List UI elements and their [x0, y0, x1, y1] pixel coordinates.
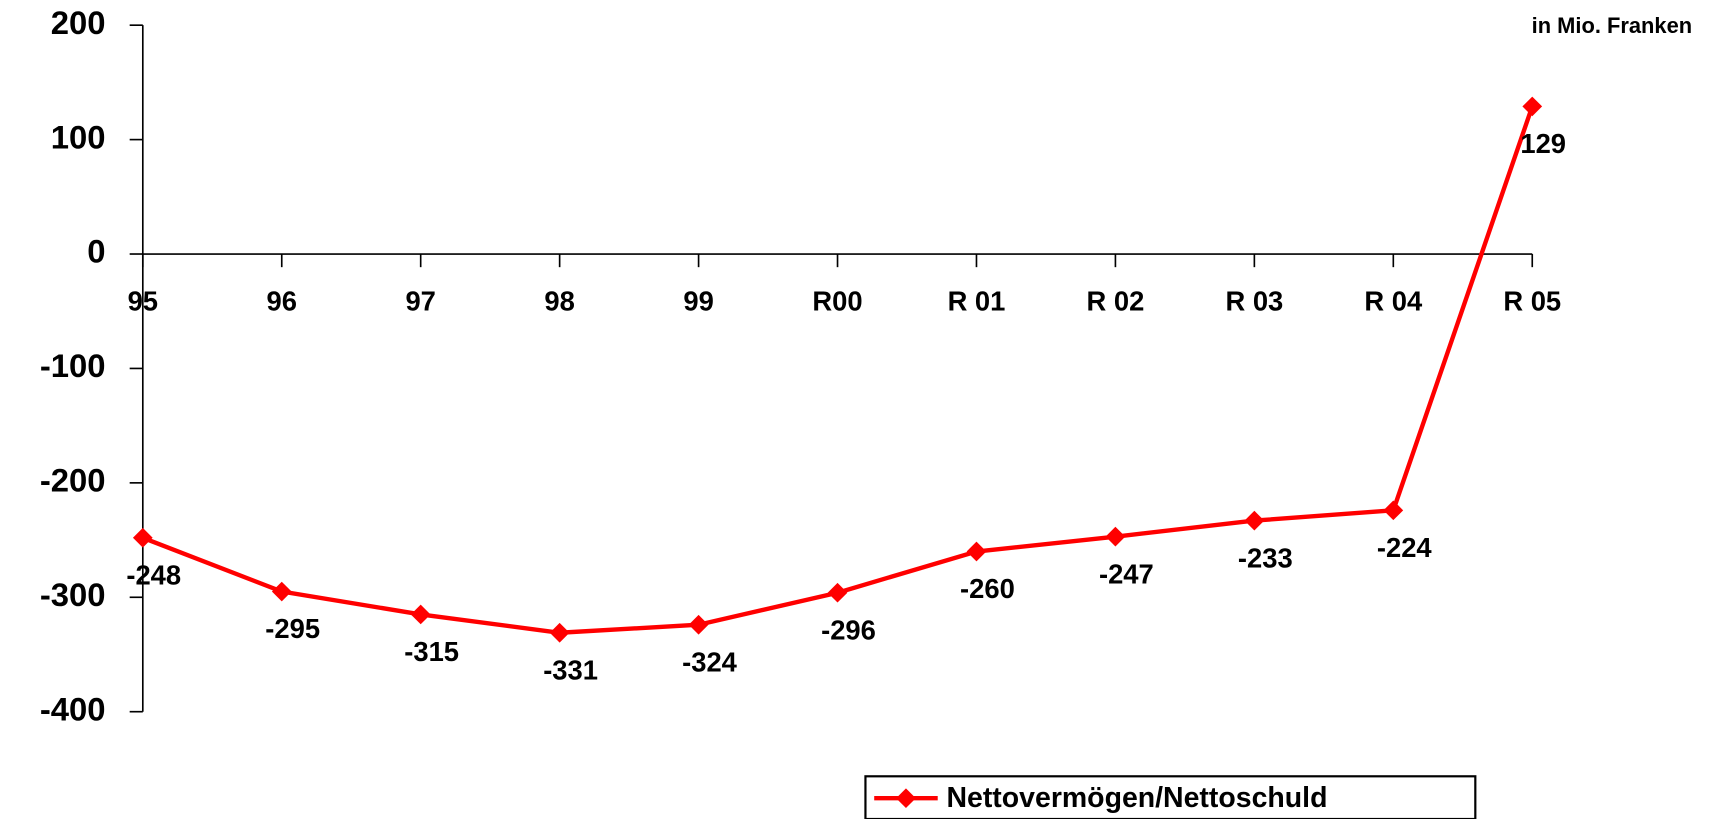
x-tick-label: R 04	[1364, 286, 1423, 317]
y-tick-label: -400	[40, 690, 106, 727]
x-tick-label: 95	[128, 286, 158, 317]
x-tick-label: R 01	[948, 286, 1006, 317]
y-tick-label: 100	[51, 118, 106, 155]
x-tick-label: 96	[267, 286, 297, 317]
x-tick-label: 97	[405, 286, 435, 317]
y-tick-label: -100	[40, 347, 106, 384]
legend-box	[864, 775, 1477, 819]
data-label: -295	[265, 613, 320, 644]
x-tick-label: R 05	[1503, 286, 1561, 317]
marker	[827, 582, 848, 603]
marker	[132, 527, 153, 548]
x-tick-label: R 03	[1225, 286, 1283, 317]
marker	[1105, 526, 1126, 547]
data-label: -324	[682, 646, 738, 677]
data-label: -296	[821, 614, 876, 645]
data-label: -247	[1099, 558, 1154, 589]
x-tick-label: 99	[683, 286, 713, 317]
data-label: -224	[1377, 532, 1433, 563]
x-tick-label: R00	[812, 286, 862, 317]
y-tick-label: 0	[87, 233, 105, 270]
y-tick-label: 200	[51, 4, 106, 41]
data-label: -260	[960, 573, 1015, 604]
data-label: -315	[404, 636, 459, 667]
data-label: -331	[543, 654, 598, 685]
series-line	[142, 105, 1535, 635]
marker	[1244, 510, 1265, 531]
x-tick-label: R 02	[1087, 286, 1145, 317]
marker	[410, 604, 431, 625]
marker	[271, 581, 292, 602]
data-label: -248	[126, 559, 181, 590]
y-tick-label: -200	[40, 462, 106, 499]
legend-label: Nettovermögen/Nettoschuld	[946, 782, 1327, 814]
y-tick-label: -300	[40, 576, 106, 613]
unit-annotation: in Mio. Franken	[1532, 13, 1692, 38]
marker	[966, 541, 987, 562]
marker	[549, 622, 570, 643]
marker	[1522, 96, 1543, 117]
marker	[688, 614, 709, 635]
x-tick-label: 98	[544, 286, 574, 317]
data-label: -233	[1238, 542, 1293, 573]
data-label: 129	[1520, 128, 1566, 159]
marker	[1383, 500, 1404, 521]
